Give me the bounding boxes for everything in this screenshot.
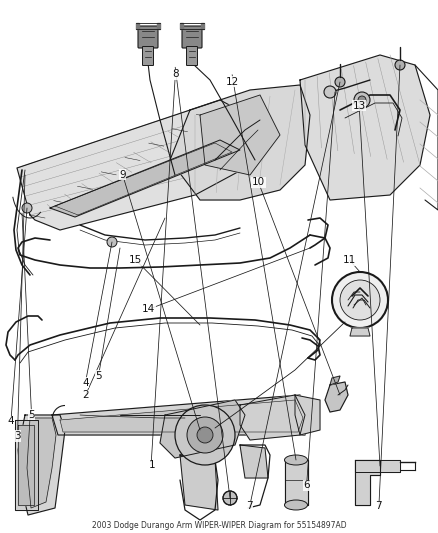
Circle shape (223, 491, 237, 505)
Text: 3: 3 (14, 431, 21, 441)
Polygon shape (200, 95, 280, 175)
Polygon shape (18, 415, 65, 515)
FancyBboxPatch shape (187, 46, 198, 66)
Text: 5: 5 (28, 410, 35, 419)
Text: 11: 11 (343, 255, 356, 265)
Circle shape (324, 86, 336, 98)
Polygon shape (170, 85, 310, 200)
Text: 9: 9 (119, 170, 126, 180)
Polygon shape (18, 425, 34, 505)
Circle shape (395, 60, 405, 70)
Polygon shape (240, 395, 305, 440)
Polygon shape (300, 55, 430, 200)
Polygon shape (17, 100, 260, 230)
Polygon shape (240, 445, 268, 478)
Circle shape (332, 272, 388, 328)
Text: 1: 1 (149, 461, 156, 470)
Text: 5: 5 (95, 371, 102, 381)
Polygon shape (50, 140, 240, 217)
Polygon shape (330, 376, 340, 385)
Ellipse shape (285, 455, 307, 465)
Text: 2: 2 (82, 391, 89, 400)
Text: 7: 7 (246, 502, 253, 511)
Polygon shape (350, 328, 370, 336)
Circle shape (197, 427, 213, 443)
Circle shape (22, 203, 32, 213)
Ellipse shape (285, 500, 307, 510)
Circle shape (354, 92, 370, 108)
Text: 7: 7 (375, 502, 382, 511)
Text: 2003 Dodge Durango Arm WIPER-WIPER Diagram for 55154897AD: 2003 Dodge Durango Arm WIPER-WIPER Diagr… (92, 521, 346, 530)
Polygon shape (325, 382, 348, 412)
Polygon shape (201, 23, 204, 29)
Circle shape (340, 280, 380, 320)
Polygon shape (355, 460, 400, 472)
Polygon shape (285, 460, 308, 505)
Text: 6: 6 (303, 480, 310, 490)
Text: 10: 10 (252, 177, 265, 187)
Circle shape (358, 96, 366, 104)
Polygon shape (157, 23, 160, 29)
Polygon shape (15, 420, 38, 510)
Circle shape (187, 417, 223, 453)
Text: 13: 13 (353, 101, 366, 110)
Polygon shape (355, 460, 380, 505)
Circle shape (107, 237, 117, 247)
Text: 12: 12 (226, 77, 239, 87)
Polygon shape (180, 455, 218, 510)
Text: 4: 4 (82, 378, 89, 387)
Polygon shape (60, 400, 303, 432)
Circle shape (335, 77, 345, 87)
Polygon shape (136, 23, 139, 29)
FancyBboxPatch shape (182, 26, 202, 48)
Polygon shape (52, 395, 310, 435)
Text: 8: 8 (172, 69, 179, 79)
Polygon shape (295, 395, 320, 435)
Polygon shape (160, 400, 245, 458)
Text: 15: 15 (129, 255, 142, 265)
Text: 14: 14 (142, 304, 155, 314)
FancyBboxPatch shape (142, 46, 153, 66)
Text: 4: 4 (7, 416, 14, 426)
FancyBboxPatch shape (138, 26, 158, 48)
Polygon shape (27, 418, 56, 508)
Circle shape (175, 405, 235, 465)
Polygon shape (180, 23, 183, 29)
